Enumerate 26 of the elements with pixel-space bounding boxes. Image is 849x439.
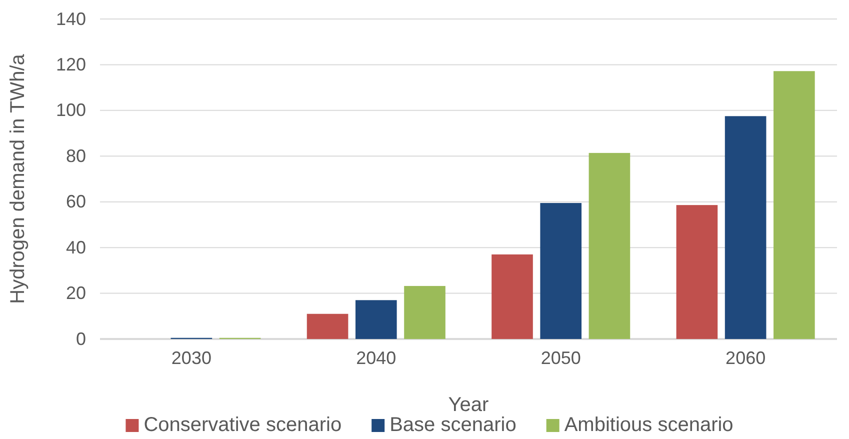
x-axis-title: Year [448, 394, 490, 416]
bar [540, 203, 582, 339]
bar [492, 254, 533, 339]
y-tick-label: 100 [56, 100, 86, 120]
bar [588, 152, 630, 339]
x-tick-label: 2060 [726, 348, 766, 368]
bar [306, 314, 348, 339]
y-tick-label: 80 [66, 146, 86, 166]
x-tick-label: 2030 [171, 348, 212, 368]
y-tick-label: 20 [66, 283, 86, 304]
legend-label: Conservative scenario [144, 414, 342, 436]
y-tick-label: 140 [56, 8, 86, 29]
bar [355, 300, 397, 339]
legend-label: Base scenario [390, 414, 516, 436]
y-axis-title: Hydrogen demand in TWh/a [7, 53, 29, 304]
bar [774, 71, 815, 339]
x-tick-label: 2050 [540, 348, 581, 368]
y-tick-label: 60 [66, 192, 86, 212]
y-tick-label: 40 [66, 237, 86, 258]
bar [676, 205, 718, 339]
y-tick-label: 120 [56, 54, 86, 74]
bar [724, 116, 766, 339]
x-tick-label: 2040 [356, 348, 396, 368]
legend-label: Ambitious scenario [564, 414, 734, 436]
bar [404, 286, 446, 339]
y-tick-label: 0 [76, 328, 86, 349]
